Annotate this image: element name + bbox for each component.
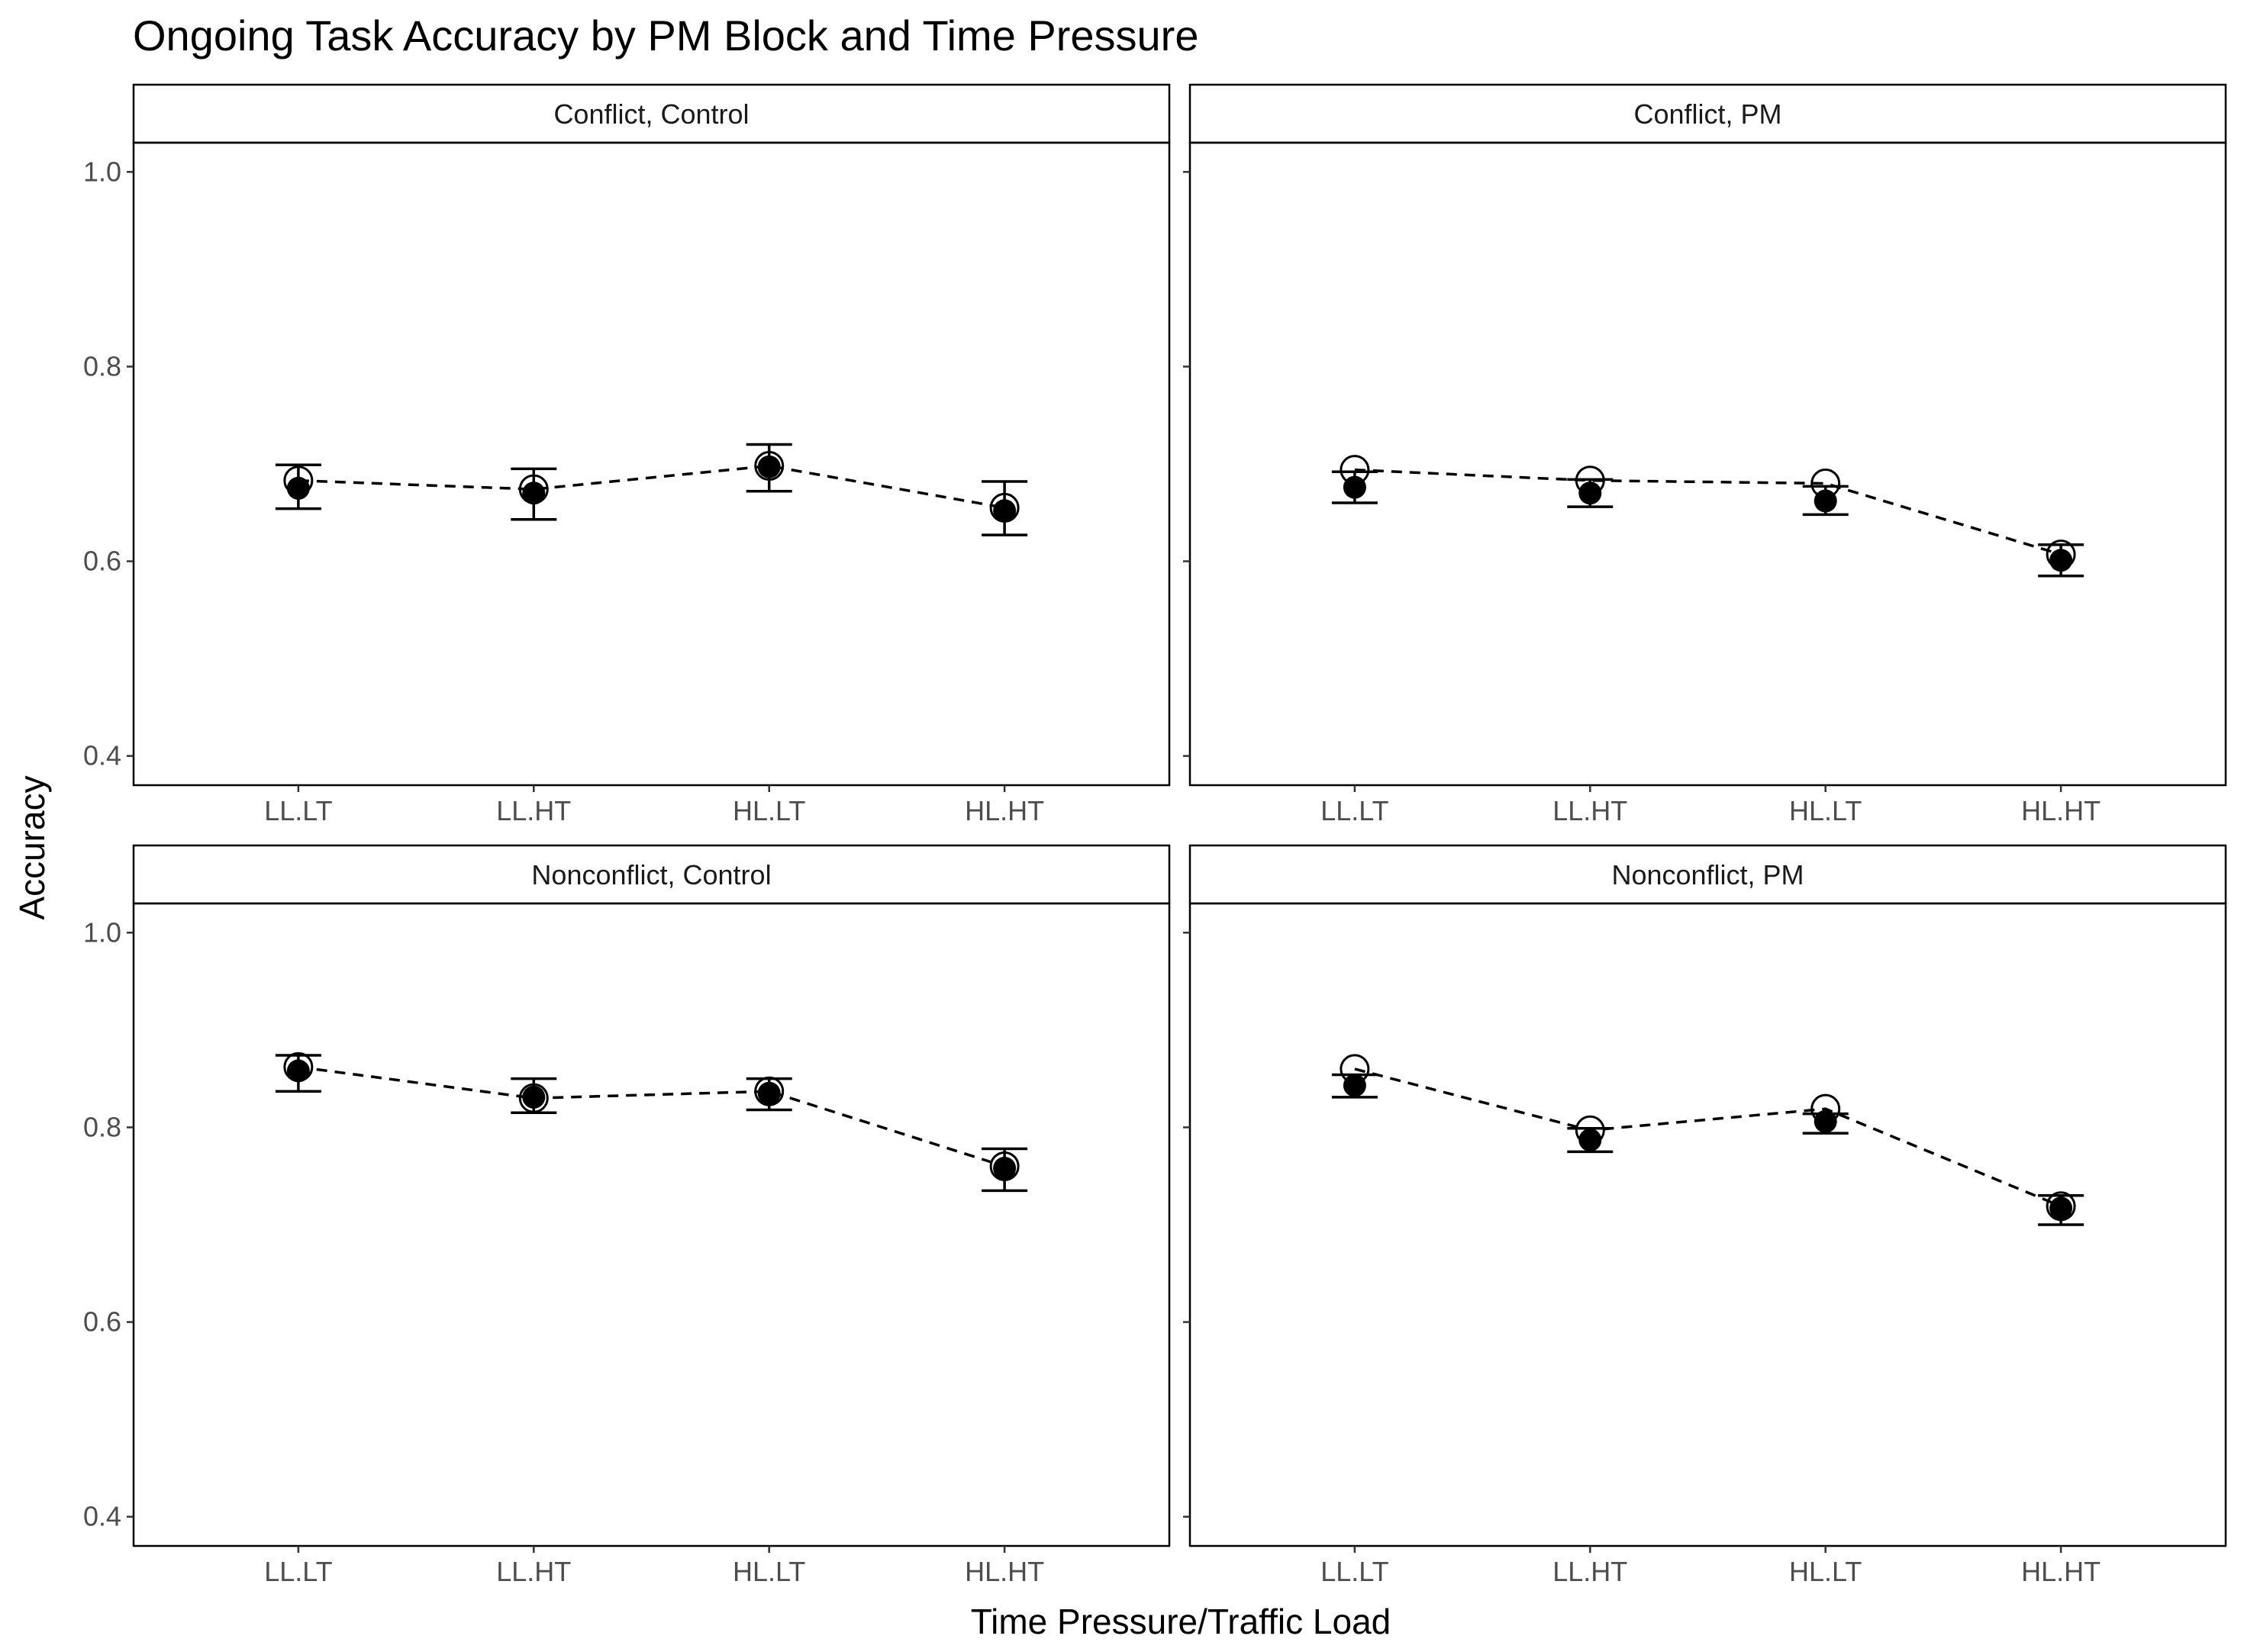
panel-strip-label: Nonconflict, PM bbox=[1611, 859, 1804, 890]
x-tick-label: LL.HT bbox=[1552, 1556, 1627, 1587]
y-tick-label: 0.4 bbox=[83, 740, 121, 771]
panel-4: Nonconflict, PM LL.LT LL.HT HL.LT HL.HT bbox=[1183, 844, 2227, 1587]
predicted-point bbox=[1343, 475, 1366, 499]
predicted-point bbox=[993, 499, 1017, 523]
predicted-point bbox=[757, 1081, 781, 1105]
x-tick-label: HL.HT bbox=[965, 1556, 1044, 1587]
observed-point bbox=[989, 1151, 1020, 1181]
series-line bbox=[1354, 1068, 2062, 1208]
y-tick-label: 1.0 bbox=[83, 156, 121, 187]
panel-3: Nonconflict, Control 0.4 0.6 0.8 1.0 LL.LT LL.… bbox=[83, 844, 1171, 1587]
x-tick-label: HL.HT bbox=[2021, 795, 2101, 826]
x-tick-label: LL.LT bbox=[1320, 795, 1388, 826]
panel-frame bbox=[132, 902, 1171, 1547]
observed-point bbox=[754, 451, 785, 481]
y-axis-title: Accuracy bbox=[12, 775, 52, 919]
panel-strip-label: Conflict, Control bbox=[553, 98, 749, 130]
y-tick-label: 0.8 bbox=[83, 350, 121, 382]
x-tick-label: HL.HT bbox=[2021, 1556, 2101, 1587]
predicted-point bbox=[1814, 489, 1837, 513]
x-tick-label: HL.LT bbox=[1789, 795, 1862, 826]
x-tick-label: LL.LT bbox=[1320, 1556, 1388, 1587]
x-tick-label: LL.HT bbox=[1552, 795, 1627, 826]
predicted-point bbox=[1814, 1109, 1837, 1133]
series-line bbox=[298, 1065, 1005, 1168]
panel-strip bbox=[1188, 83, 2227, 144]
x-tick-label: LL.HT bbox=[496, 1556, 571, 1587]
panel-frame bbox=[1188, 902, 2227, 1547]
panel-2: Conflict, PM LL.LT LL.HT HL.LT HL.HT bbox=[1183, 83, 2227, 826]
predicted-point bbox=[757, 455, 781, 478]
observed-point bbox=[2046, 1191, 2076, 1222]
predicted-point bbox=[2049, 549, 2073, 572]
x-tick-label: LL.LT bbox=[264, 795, 332, 826]
panels-group: Conflict, Control 0.4 0.6 0.8 1.0 LL.LT LL.HT H… bbox=[83, 83, 2227, 1587]
x-tick-label: HL.LT bbox=[1789, 1556, 1862, 1587]
observed-point bbox=[754, 1076, 785, 1106]
y-tick-label: 0.8 bbox=[83, 1111, 121, 1142]
x-tick-label: HL.HT bbox=[965, 795, 1044, 826]
x-tick-label: LL.HT bbox=[496, 795, 571, 826]
series-line bbox=[298, 464, 1005, 510]
predicted-point bbox=[1343, 1074, 1366, 1097]
panel-strip-label: Nonconflict, Control bbox=[531, 859, 771, 890]
predicted-point bbox=[993, 1157, 1017, 1180]
panel-frame bbox=[1188, 141, 2227, 787]
x-tick-label: HL.LT bbox=[733, 795, 805, 826]
panel-strip bbox=[1188, 844, 2227, 905]
x-tick-label: HL.LT bbox=[733, 1556, 805, 1587]
predicted-point bbox=[286, 1059, 310, 1083]
y-tick-label: 1.0 bbox=[83, 916, 121, 948]
predicted-point bbox=[522, 1085, 546, 1109]
panel-strip bbox=[132, 83, 1171, 144]
y-tick-label: 0.6 bbox=[83, 1306, 121, 1338]
observed-point bbox=[518, 1083, 549, 1113]
predicted-point bbox=[2049, 1196, 2073, 1220]
chart-title: Ongoing Task Accuracy by PM Block and Ti… bbox=[133, 11, 1198, 60]
panel-strip-label: Conflict, PM bbox=[1633, 98, 1781, 130]
series-line bbox=[1354, 468, 2062, 556]
y-tick-label: 0.6 bbox=[83, 546, 121, 577]
y-tick-label: 0.4 bbox=[83, 1501, 121, 1532]
predicted-point bbox=[1578, 481, 1602, 505]
predicted-point bbox=[1578, 1129, 1602, 1152]
panel-frame bbox=[132, 141, 1171, 787]
x-axis-title: Time Pressure/Traffic Load bbox=[971, 1602, 1391, 1641]
predicted-point bbox=[522, 481, 546, 505]
predicted-point bbox=[286, 476, 310, 500]
x-tick-label: LL.LT bbox=[264, 1556, 332, 1587]
panel-1: Conflict, Control 0.4 0.6 0.8 1.0 LL.LT LL.HT H… bbox=[83, 83, 1171, 826]
